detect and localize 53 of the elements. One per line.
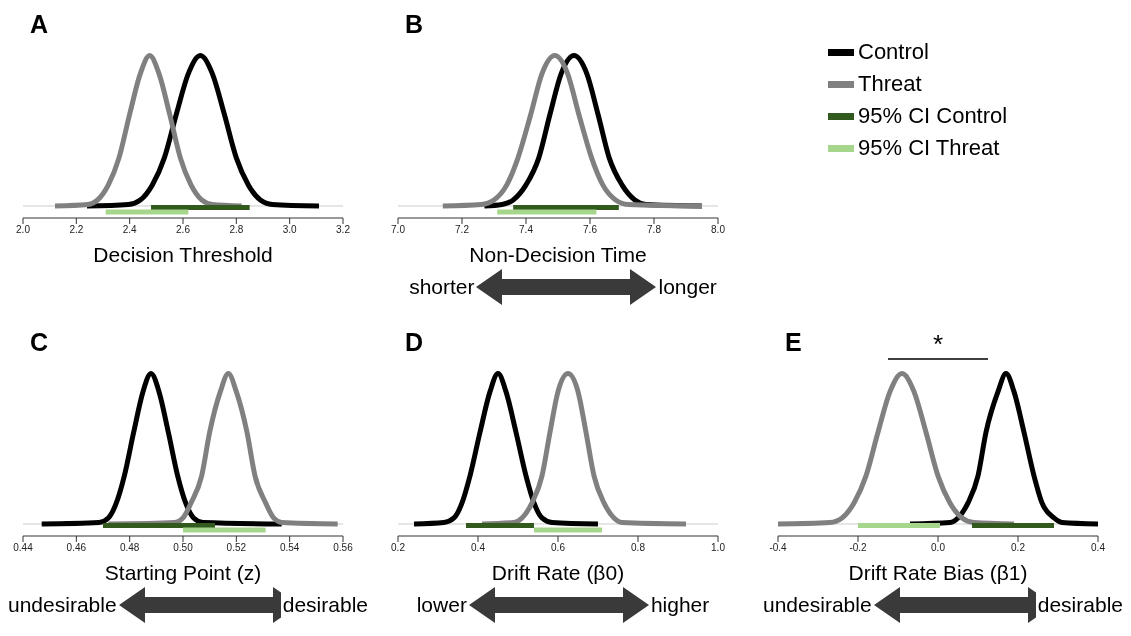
chart-title: D [405,328,424,357]
legend-label: Control [858,39,929,65]
x-tick-label: -0.2 [849,542,868,554]
legend-label: Threat [858,71,922,97]
x-tick-label: 0.46 [66,542,87,554]
chart-title: E [785,328,802,357]
x-axis-title: Decision Threshold [92,243,274,267]
x-tick-label: 7.0 [391,224,406,236]
text: shorter [409,275,475,299]
x-axis-title: Non-Decision Time [468,243,648,267]
x-tick-label: 0.50 [173,542,194,554]
text: lower [416,593,467,617]
x-tick-label: 7.6 [583,224,598,236]
x-tick-label: 0.6 [551,542,566,554]
x-tick-label: -0.4 [769,542,788,554]
x-tick-label: 2.8 [229,224,244,236]
x-tick-label: 2.4 [122,224,138,236]
x-tick-label: 0.4 [471,542,486,554]
text: undesirable [8,593,117,617]
x-axis-title: Drift Rate Bias (β1) [847,561,1029,585]
x-tick-label: 2.2 [69,224,84,236]
x-tick-label: 8.0 [711,224,726,236]
x-tick-label: 0.44 [13,542,34,554]
text: higher [650,593,710,617]
text: * [931,328,945,360]
x-tick-label: 0.52 [226,542,247,554]
x-tick-label: 2.0 [16,224,31,236]
chart-title: C [30,328,49,357]
x-tick-label: 3.0 [282,224,298,236]
text: desirable [282,593,368,617]
x-tick-label: 7.2 [455,224,470,236]
text: undesirable [763,593,872,617]
x-tick-label: 0.2 [1011,542,1026,554]
x-tick-label: 0.56 [333,542,354,554]
x-tick-label: 0.48 [119,542,140,554]
x-tick-label: 0.2 [391,542,406,554]
legend-label: 95% CI Control [858,103,1008,129]
x-tick-label: 0.0 [931,542,946,554]
x-tick-label: 2.6 [176,224,191,236]
x-tick-label: 0.54 [279,542,300,554]
x-axis-title: Drift Rate (β0) [490,561,626,585]
x-tick-label: 0.4 [1091,542,1106,554]
x-tick-label: 3.2 [336,224,351,236]
text: longer [658,275,717,299]
text: desirable [1037,593,1123,617]
x-tick-label: 0.8 [631,542,646,554]
x-tick-label: 1.0 [711,542,726,554]
legend-label: 95% CI Threat [858,135,1000,161]
chart-title: A [30,10,49,39]
chart-title: B [405,10,424,39]
x-axis-title: Starting Point (z) [103,561,263,585]
x-tick-label: 7.4 [519,224,534,236]
x-tick-label: 7.8 [647,224,662,236]
